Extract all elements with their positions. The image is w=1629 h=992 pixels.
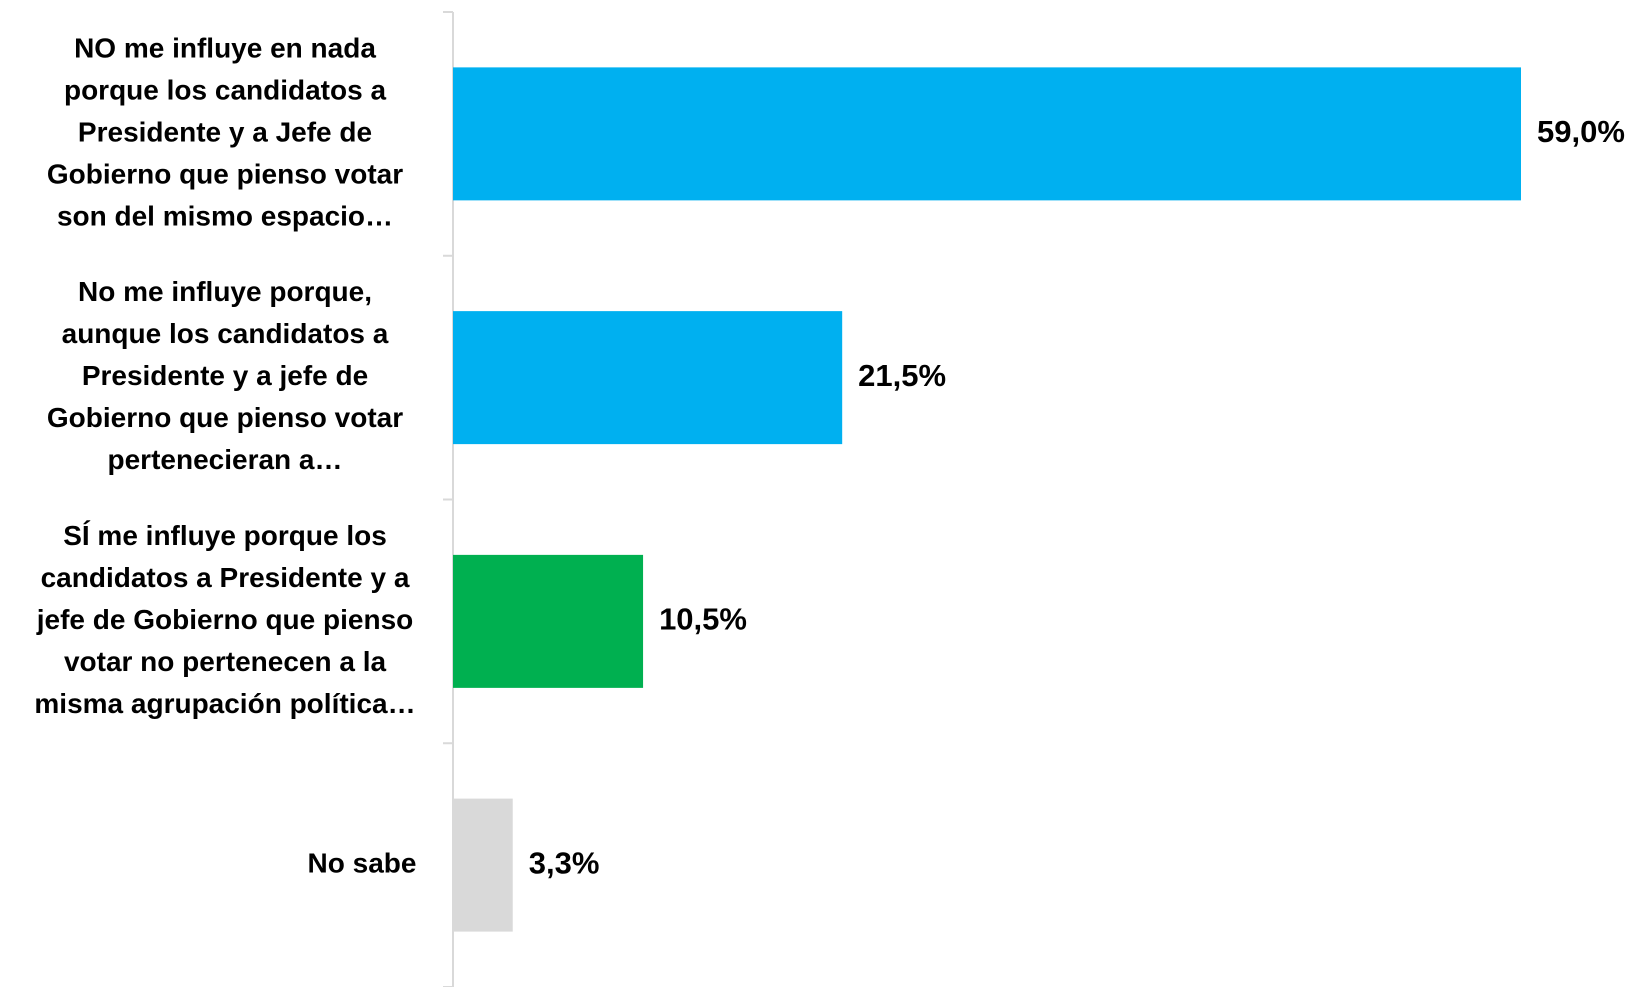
category-label-line: Gobierno que pienso votar — [47, 158, 403, 189]
data-label: 3,3% — [529, 845, 600, 880]
category-label-line: No me influye porque, — [78, 276, 372, 307]
category-label-line: jefe de Gobierno que pienso — [36, 604, 414, 635]
category-label-line: Presidente y a jefe de — [82, 360, 368, 391]
data-label: 10,5% — [659, 602, 747, 637]
bar — [453, 798, 513, 932]
category-label-line: pertenecieran a… — [108, 444, 343, 475]
category-label-line: SÍ me influye porque los — [63, 520, 387, 551]
data-label: 21,5% — [858, 358, 946, 393]
bar — [453, 67, 1521, 201]
bar — [453, 554, 644, 688]
category-label-line: NO me influye en nada — [74, 32, 376, 63]
category-label: SÍ me influye porque los candidatos a Pre… — [34, 520, 415, 719]
category-label-line: No sabe — [308, 848, 417, 879]
data-label: 59,0% — [1537, 114, 1625, 149]
category-label-line: votar no pertenecen a la — [64, 646, 387, 677]
category-label-line: aunque los candidatos a — [62, 318, 389, 349]
category-label-line: porque los candidatos a — [64, 74, 386, 105]
category-label-line: Presidente y a Jefe de — [78, 116, 372, 147]
category-label: NO me influye en nada porque los candidat… — [47, 32, 403, 231]
category-label-line: Gobierno que pienso votar — [47, 402, 403, 433]
category-label-line: candidatos a Presidente y a — [41, 562, 410, 593]
category-label-line: son del mismo espacio… — [57, 200, 393, 231]
category-label: No sabe — [308, 848, 417, 879]
bar — [453, 311, 843, 445]
category-label-line: misma agrupación política… — [34, 688, 415, 719]
category-label: No me influye porque, aunque los candidat… — [47, 276, 403, 475]
